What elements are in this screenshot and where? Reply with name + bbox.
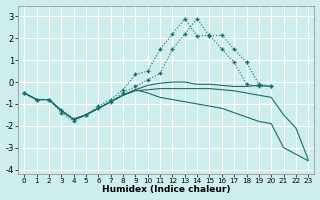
X-axis label: Humidex (Indice chaleur): Humidex (Indice chaleur) [102,185,230,194]
